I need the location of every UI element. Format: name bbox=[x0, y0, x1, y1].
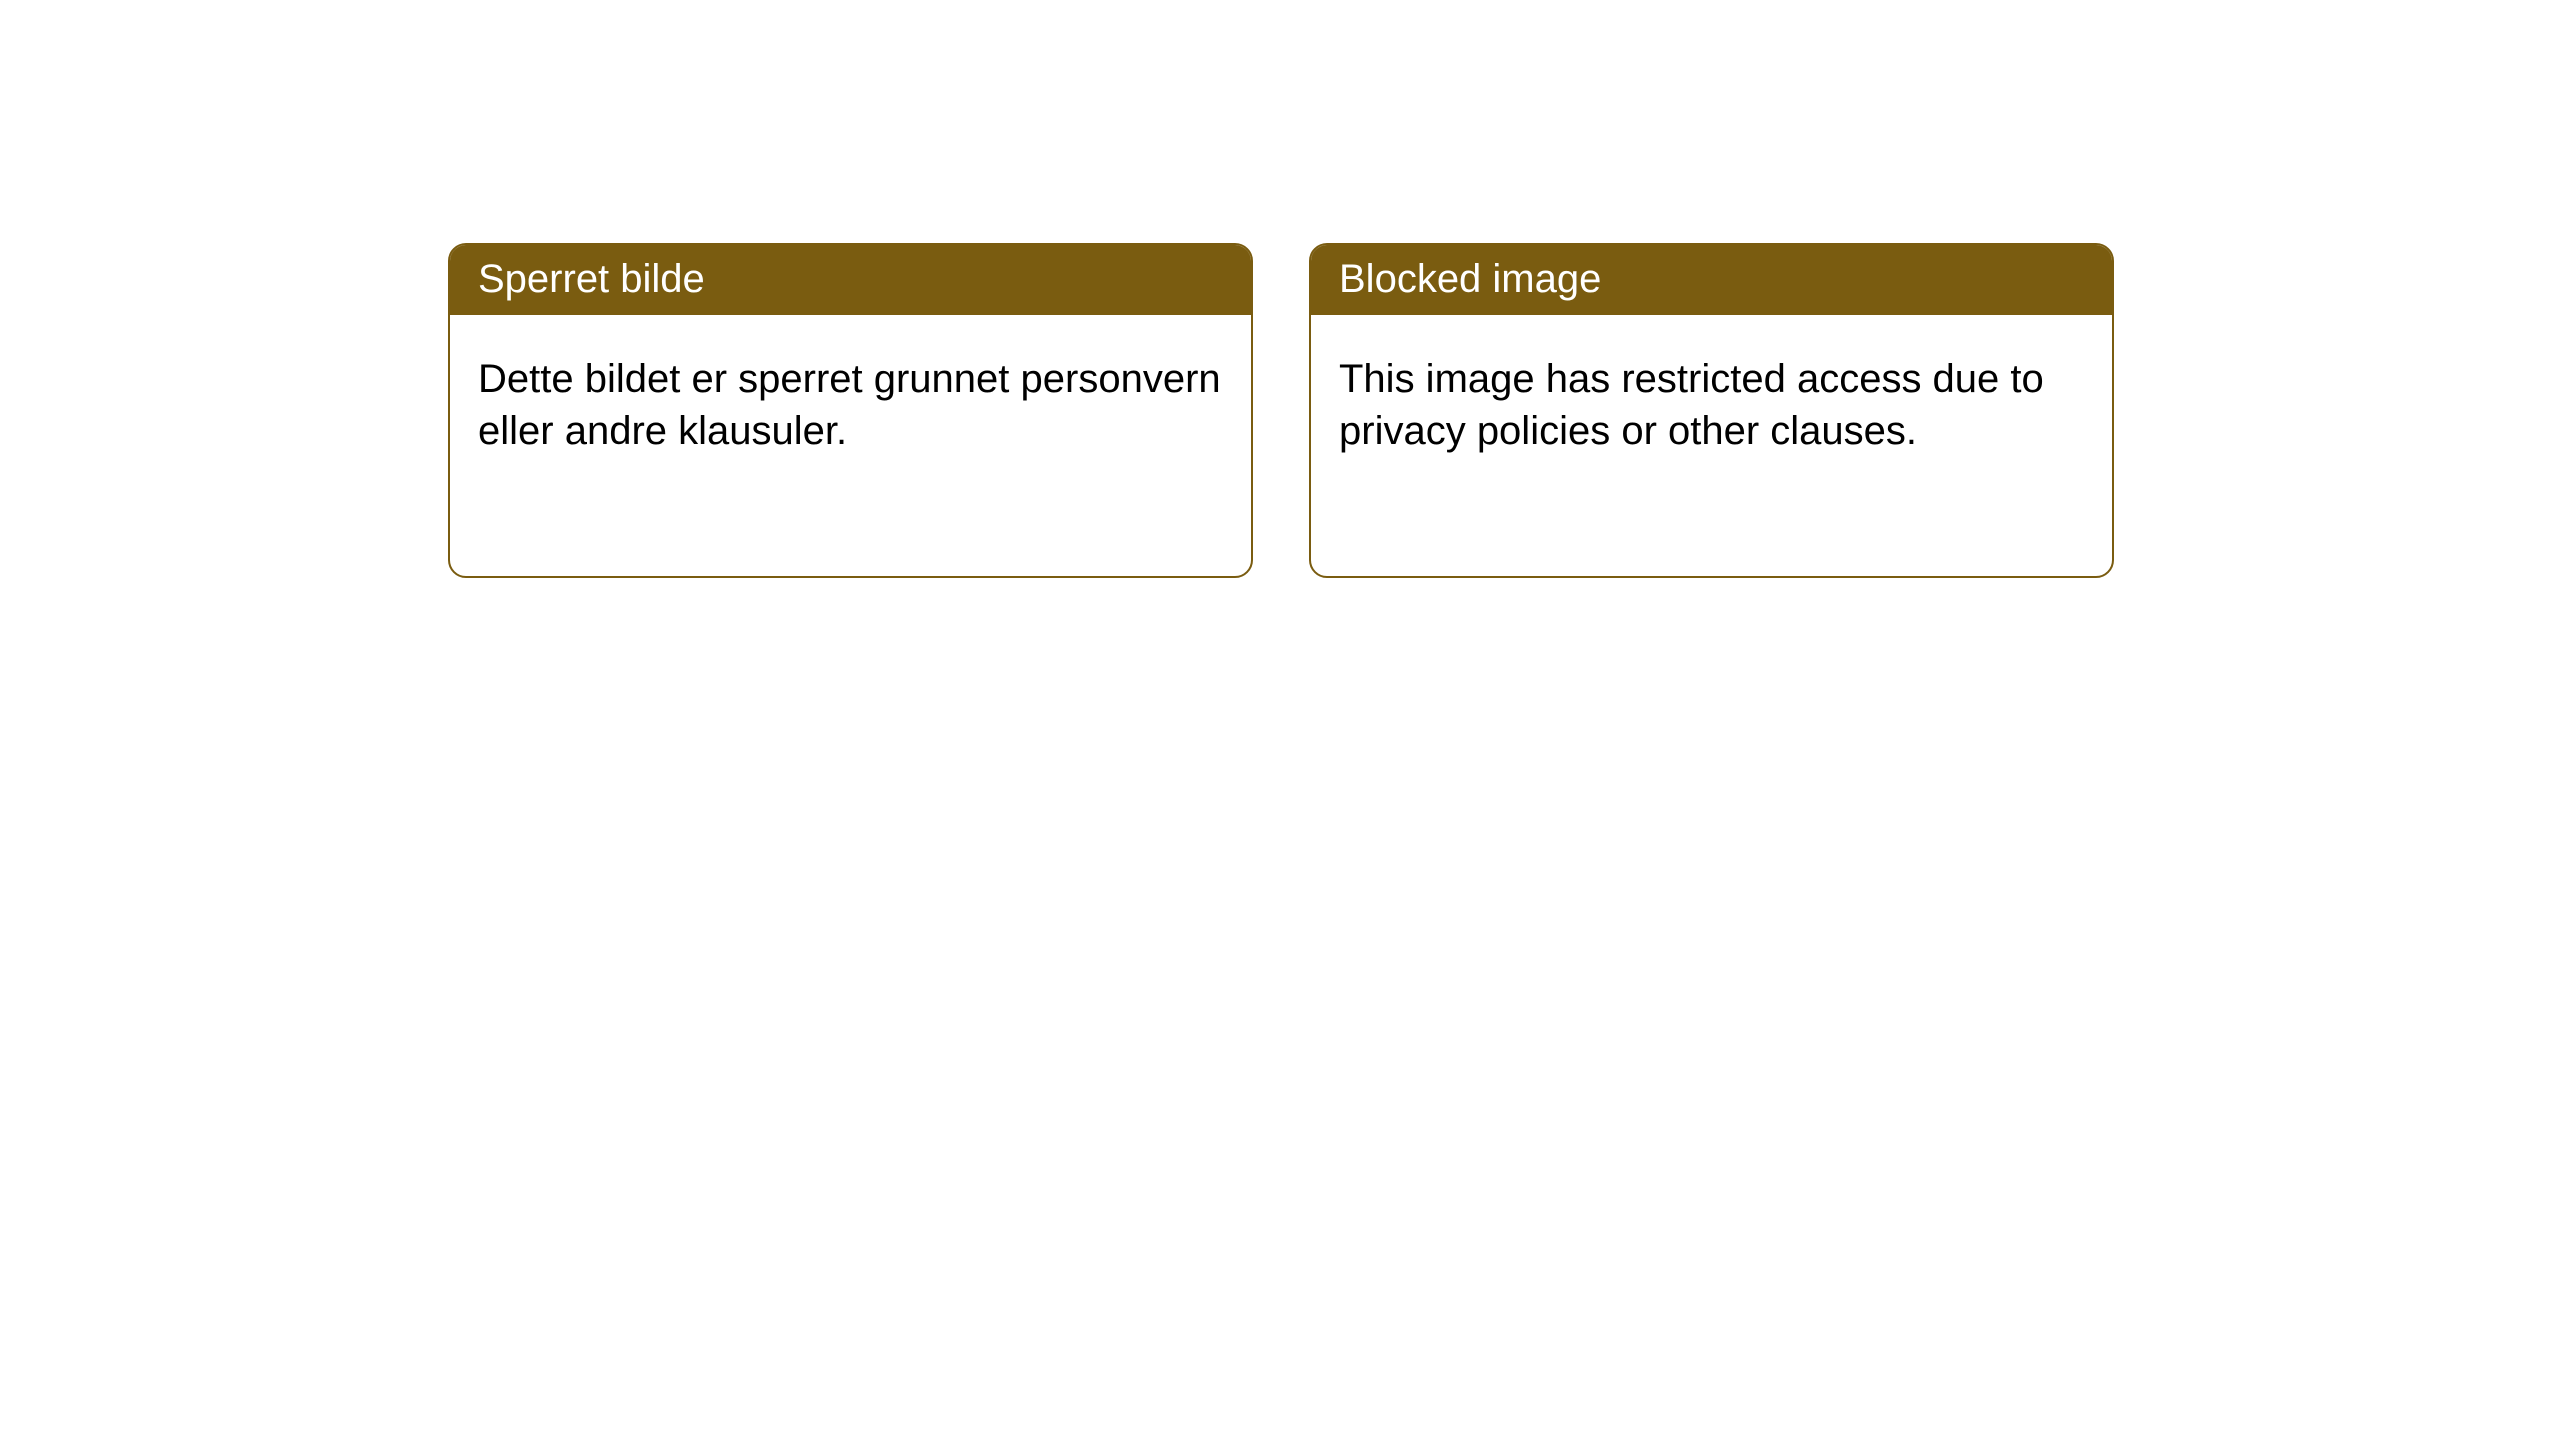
notice-header: Blocked image bbox=[1311, 245, 2112, 315]
notice-body: Dette bildet er sperret grunnet personve… bbox=[450, 315, 1251, 485]
notice-container: Sperret bilde Dette bildet er sperret gr… bbox=[0, 0, 2560, 578]
notice-box-english: Blocked image This image has restricted … bbox=[1309, 243, 2114, 578]
notice-box-norwegian: Sperret bilde Dette bildet er sperret gr… bbox=[448, 243, 1253, 578]
notice-body: This image has restricted access due to … bbox=[1311, 315, 2112, 485]
notice-header: Sperret bilde bbox=[450, 245, 1251, 315]
